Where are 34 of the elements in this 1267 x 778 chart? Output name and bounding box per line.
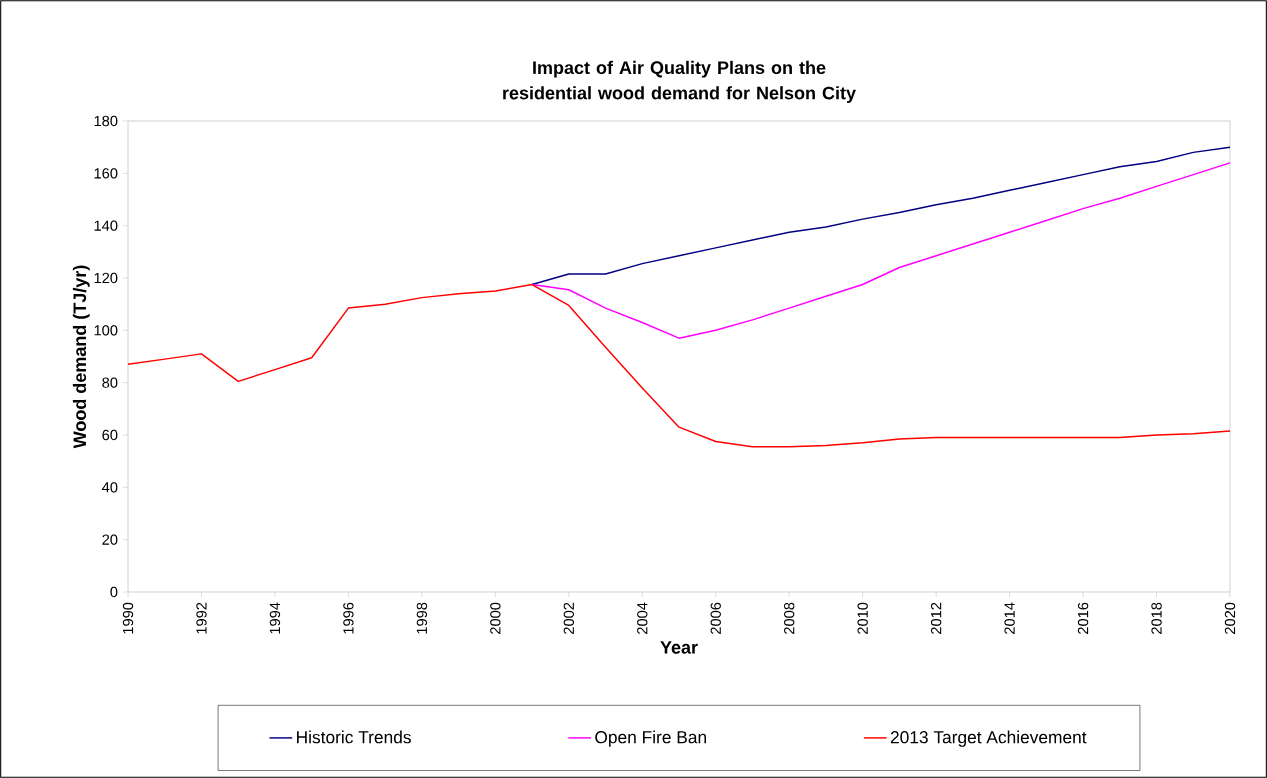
x-tick-label: 1994	[269, 602, 281, 634]
x-tick-label: 2016	[1077, 602, 1089, 634]
y-axis-title: Wood demand (TJ/yr)	[72, 265, 90, 449]
legend-label: Open Fire Ban	[595, 730, 706, 747]
y-tick-label: 20	[102, 534, 118, 545]
line-series	[531, 146, 1231, 286]
y-tick-label: 140	[94, 220, 118, 231]
x-tick-label: 2008	[784, 602, 795, 634]
line-series	[531, 162, 1231, 339]
y-tick-label: 80	[102, 377, 118, 388]
x-tick-label: 2000	[490, 602, 501, 634]
x-tick-label: 2012	[930, 602, 942, 634]
x-tick-label: 2004	[637, 602, 648, 634]
chart-title: Impact of Air Quality Plans on the residential wood demand for Nelson City	[503, 60, 856, 103]
legend-label: 2013 Target Achievement	[890, 730, 1087, 747]
y-tick-label: 160	[94, 168, 118, 179]
x-tick-label: 2020	[1224, 602, 1236, 634]
x-tick-label: 1998	[416, 602, 428, 634]
x-tick-label: 1996	[343, 602, 354, 634]
x-tick-label: 2014	[1004, 602, 1015, 634]
legend-label: Historic Trends	[297, 730, 411, 744]
x-tick-label: 1992	[196, 602, 207, 634]
y-tick-label: 120	[94, 272, 118, 284]
x-tick-label: 2018	[1151, 602, 1162, 634]
y-tick-label: 60	[102, 429, 118, 441]
x-tick-label: 2010	[857, 602, 868, 634]
x-tick-label: 1990	[122, 602, 134, 634]
x-axis-title: Year	[660, 641, 698, 654]
x-tick-label: 2002	[563, 602, 574, 634]
x-tick-label: 2006	[710, 602, 721, 634]
y-tick-label: 180	[94, 115, 118, 127]
y-tick-label: 40	[102, 482, 118, 493]
y-tick-label: 100	[94, 325, 118, 336]
y-tick-label: 0	[110, 586, 118, 598]
